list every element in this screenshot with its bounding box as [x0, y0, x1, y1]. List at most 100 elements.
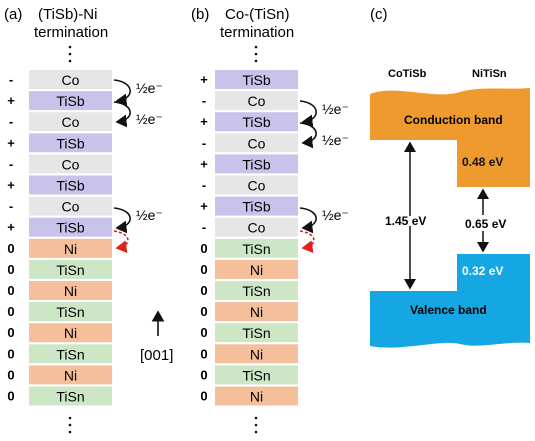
layer-charge-sign: 0 [7, 304, 14, 319]
layer-label: TiSn [56, 346, 84, 362]
layer-charge-sign: 0 [7, 325, 14, 340]
layer-box [215, 133, 298, 153]
layer-box [29, 323, 112, 343]
layer-row-tisb: TiSb + [7, 133, 112, 153]
layer-row-co: Co - [202, 217, 298, 237]
layer-box [215, 386, 298, 406]
layer-label: Co [248, 93, 266, 109]
panel-b-label: (b) [191, 6, 209, 23]
panel-c-label: (c) [370, 6, 388, 23]
layer-row-tisn: TiSn 0 [200, 365, 298, 385]
layer-row-tisn: TiSn 0 [200, 323, 298, 343]
layer-charge-sign: + [7, 220, 15, 235]
layer-row-co: Co - [9, 196, 112, 216]
layer-box [29, 238, 112, 258]
layer-box [215, 91, 298, 111]
layer-row-tisb: TiSb + [7, 217, 112, 237]
layer-box [215, 112, 298, 132]
layer-label: TiSn [56, 389, 84, 405]
layer-row-co: Co - [202, 133, 298, 153]
layer-label: TiSb [56, 93, 84, 109]
panel-a-electron-label-1: ½e⁻ [136, 80, 163, 96]
layer-box [215, 175, 298, 195]
layer-row-tisb: TiSb + [200, 154, 298, 174]
layer-row-ni: Ni 0 [7, 365, 112, 385]
layer-box [29, 344, 112, 364]
layer-row-ni: Ni 0 [200, 302, 298, 322]
layer-label: TiSb [242, 114, 270, 130]
layer-row-ni: Ni 0 [7, 238, 112, 258]
layer-label: Co [248, 178, 266, 194]
layer-box [29, 281, 112, 300]
layer-label: TiSn [242, 241, 270, 257]
panel-b-electron-label-2: ½e⁻ [322, 132, 349, 148]
panel-a-title-1: (TiSb)-Ni [38, 6, 97, 23]
layer-label: Ni [250, 304, 263, 320]
left-material-label: CoTiSb [388, 68, 427, 80]
layer-row-tisb: TiSb + [200, 112, 298, 132]
panel-a-top-dots [68, 45, 72, 63]
layer-row-tisn: TiSn 0 [200, 281, 298, 300]
layer-box [215, 323, 298, 343]
layer-box [215, 365, 298, 385]
layer-label: TiSb [56, 220, 84, 236]
layer-charge-sign: + [7, 93, 15, 108]
layer-row-co: Co - [202, 91, 298, 111]
layer-label: TiSb [56, 178, 84, 194]
panel-a-electron-arrows [113, 79, 131, 253]
layer-box [215, 238, 298, 258]
layer-box [29, 259, 112, 279]
gap-right-label: 0.65 eV [465, 217, 506, 231]
layer-charge-sign: 0 [200, 262, 207, 277]
layer-charge-sign: - [202, 178, 206, 193]
layer-charge-sign: 0 [7, 283, 14, 298]
panel-b-electron-label-1: ½e⁻ [322, 101, 349, 117]
layer-label: Co [248, 220, 266, 236]
layer-row-ni: Ni 0 [200, 344, 298, 364]
layer-label: TiSb [242, 72, 270, 88]
layer-charge-sign: 0 [200, 241, 207, 256]
layer-charge-sign: 0 [200, 304, 207, 319]
layer-label: Ni [64, 283, 77, 299]
layer-box [29, 70, 112, 89]
cb-offset-label: 0.48 eV [462, 155, 503, 169]
layer-charge-sign: - [9, 156, 13, 171]
layer-charge-sign: 0 [200, 346, 207, 361]
layer-box [29, 91, 112, 111]
layer-row-tisn: TiSn 0 [7, 344, 112, 364]
conduction-band [370, 88, 530, 187]
layer-row-co: Co - [202, 175, 298, 195]
layer-label: Ni [250, 346, 263, 362]
panel-a-layer-stack: Co - TiSb + Co - TiSb + Co - TiSb + Co - TiSb + Ni 0 TiSn 0… [7, 70, 112, 406]
layer-label: TiSn [56, 304, 84, 320]
layer-charge-sign: + [200, 199, 208, 214]
layer-charge-sign: 0 [7, 367, 14, 382]
panel-b-title-1: Co-(TiSn) [225, 6, 289, 23]
panel-b-electron-arrows [299, 100, 317, 253]
layer-charge-sign: 0 [7, 389, 14, 404]
panel-a-electron-label-2: ½e⁻ [136, 111, 163, 127]
layer-label: TiSn [242, 283, 270, 299]
layer-charge-sign: - [202, 135, 206, 150]
layer-row-ni: Ni 0 [7, 323, 112, 343]
layer-charge-sign: + [200, 72, 208, 87]
layer-charge-sign: + [200, 156, 208, 171]
layer-label: Co [62, 72, 80, 88]
layer-charge-sign: 0 [200, 325, 207, 340]
layer-charge-sign: - [9, 199, 13, 214]
layer-charge-sign: 0 [7, 241, 14, 256]
panel-a-electron-label-3: ½e⁻ [136, 207, 163, 223]
conduction-band-label: Conduction band [404, 113, 503, 127]
layer-charge-sign: 0 [200, 389, 207, 404]
layer-box [215, 196, 298, 216]
layer-box [29, 154, 112, 174]
layer-charge-sign: + [7, 178, 15, 193]
layer-label: Ni [64, 367, 77, 383]
panel-b-bottom-dots [254, 416, 258, 434]
layer-box [29, 112, 112, 132]
layer-box [215, 344, 298, 364]
layer-box [29, 175, 112, 195]
layer-row-co: Co - [9, 112, 112, 132]
layer-row-tisn: TiSn 0 [7, 302, 112, 322]
gap-left-label: 1.45 eV [385, 214, 426, 228]
